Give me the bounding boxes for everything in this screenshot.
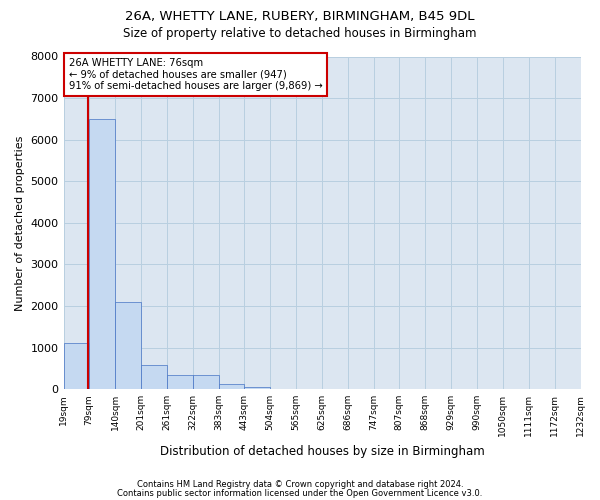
Text: Contains HM Land Registry data © Crown copyright and database right 2024.: Contains HM Land Registry data © Crown c… — [137, 480, 463, 489]
Text: 26A WHETTY LANE: 76sqm
← 9% of detached houses are smaller (947)
91% of semi-det: 26A WHETTY LANE: 76sqm ← 9% of detached … — [69, 58, 322, 92]
Bar — [167, 375, 193, 389]
Bar — [64, 344, 89, 389]
Bar — [218, 384, 244, 389]
Text: Contains public sector information licensed under the Open Government Licence v3: Contains public sector information licen… — [118, 488, 482, 498]
Bar — [89, 119, 115, 389]
Bar — [115, 302, 141, 389]
Text: 26A, WHETTY LANE, RUBERY, BIRMINGHAM, B45 9DL: 26A, WHETTY LANE, RUBERY, BIRMINGHAM, B4… — [125, 10, 475, 23]
Bar — [141, 365, 167, 389]
Y-axis label: Number of detached properties: Number of detached properties — [15, 135, 25, 310]
X-axis label: Distribution of detached houses by size in Birmingham: Distribution of detached houses by size … — [160, 444, 484, 458]
Bar — [193, 375, 218, 389]
Bar — [244, 387, 270, 389]
Text: Size of property relative to detached houses in Birmingham: Size of property relative to detached ho… — [123, 28, 477, 40]
